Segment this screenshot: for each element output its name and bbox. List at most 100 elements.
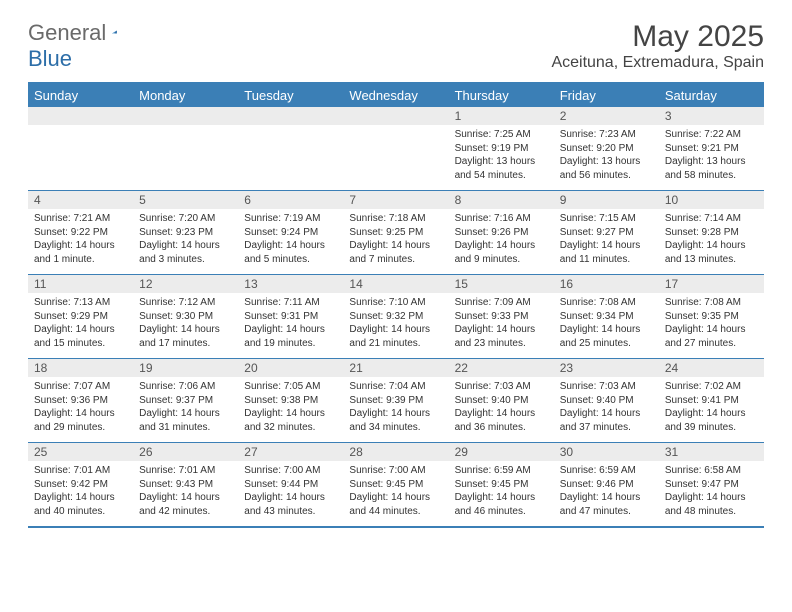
day-details: Sunrise: 7:08 AMSunset: 9:35 PMDaylight:… [659,293,764,358]
week-row: 18Sunrise: 7:07 AMSunset: 9:36 PMDayligh… [28,359,764,443]
day-details [133,125,238,183]
day-details: Sunrise: 7:09 AMSunset: 9:33 PMDaylight:… [449,293,554,358]
day-detail-line: Sunset: 9:47 PM [665,478,758,492]
week-row: 25Sunrise: 7:01 AMSunset: 9:42 PMDayligh… [28,443,764,528]
day-details: Sunrise: 7:23 AMSunset: 9:20 PMDaylight:… [554,125,659,190]
day-detail-line: Sunset: 9:45 PM [455,478,548,492]
day-detail-line: Sunset: 9:40 PM [455,394,548,408]
day-header: Tuesday [238,84,343,107]
day-detail-line: Daylight: 14 hours and 29 minutes. [34,407,127,434]
day-detail-line: Sunset: 9:38 PM [244,394,337,408]
day-detail-line: Daylight: 14 hours and 3 minutes. [139,239,232,266]
day-details: Sunrise: 7:01 AMSunset: 9:43 PMDaylight:… [133,461,238,526]
day-number: 6 [238,191,343,209]
calendar-cell: 9Sunrise: 7:15 AMSunset: 9:27 PMDaylight… [554,191,659,274]
day-number: 19 [133,359,238,377]
day-details: Sunrise: 7:10 AMSunset: 9:32 PMDaylight:… [343,293,448,358]
day-details: Sunrise: 7:01 AMSunset: 9:42 PMDaylight:… [28,461,133,526]
day-detail-line: Daylight: 14 hours and 42 minutes. [139,491,232,518]
day-details: Sunrise: 7:00 AMSunset: 9:44 PMDaylight:… [238,461,343,526]
day-detail-line: Sunrise: 6:59 AM [560,464,653,478]
day-header: Friday [554,84,659,107]
calendar-cell: 19Sunrise: 7:06 AMSunset: 9:37 PMDayligh… [133,359,238,442]
day-details: Sunrise: 7:03 AMSunset: 9:40 PMDaylight:… [554,377,659,442]
day-detail-line: Sunset: 9:23 PM [139,226,232,240]
calendar-cell: 20Sunrise: 7:05 AMSunset: 9:38 PMDayligh… [238,359,343,442]
calendar-cell: 8Sunrise: 7:16 AMSunset: 9:26 PMDaylight… [449,191,554,274]
day-detail-line: Sunset: 9:45 PM [349,478,442,492]
day-number [28,107,133,125]
day-detail-line: Sunset: 9:24 PM [244,226,337,240]
calendar-cell [133,107,238,190]
day-details [343,125,448,183]
week-row: 4Sunrise: 7:21 AMSunset: 9:22 PMDaylight… [28,191,764,275]
day-detail-line: Sunset: 9:21 PM [665,142,758,156]
day-number: 21 [343,359,448,377]
day-details: Sunrise: 7:02 AMSunset: 9:41 PMDaylight:… [659,377,764,442]
calendar-cell: 22Sunrise: 7:03 AMSunset: 9:40 PMDayligh… [449,359,554,442]
calendar-cell: 30Sunrise: 6:59 AMSunset: 9:46 PMDayligh… [554,443,659,526]
day-number: 24 [659,359,764,377]
day-number: 22 [449,359,554,377]
day-header: Wednesday [343,84,448,107]
day-detail-line: Sunset: 9:32 PM [349,310,442,324]
day-number: 16 [554,275,659,293]
day-number: 9 [554,191,659,209]
day-number: 27 [238,443,343,461]
day-detail-line: Sunrise: 7:15 AM [560,212,653,226]
day-detail-line: Daylight: 14 hours and 25 minutes. [560,323,653,350]
day-detail-line: Sunset: 9:43 PM [139,478,232,492]
calendar-cell: 24Sunrise: 7:02 AMSunset: 9:41 PMDayligh… [659,359,764,442]
day-detail-line: Sunset: 9:27 PM [560,226,653,240]
day-detail-line: Daylight: 14 hours and 7 minutes. [349,239,442,266]
calendar: SundayMondayTuesdayWednesdayThursdayFrid… [28,82,764,528]
day-detail-line: Daylight: 14 hours and 36 minutes. [455,407,548,434]
day-detail-line: Sunset: 9:44 PM [244,478,337,492]
day-number: 23 [554,359,659,377]
day-details: Sunrise: 7:22 AMSunset: 9:21 PMDaylight:… [659,125,764,190]
day-number: 18 [28,359,133,377]
logo: General [28,20,140,46]
day-detail-line: Sunset: 9:25 PM [349,226,442,240]
day-number: 28 [343,443,448,461]
day-detail-line: Sunrise: 7:00 AM [244,464,337,478]
day-number: 11 [28,275,133,293]
week-row: 11Sunrise: 7:13 AMSunset: 9:29 PMDayligh… [28,275,764,359]
day-detail-line: Sunset: 9:39 PM [349,394,442,408]
calendar-cell: 28Sunrise: 7:00 AMSunset: 9:45 PMDayligh… [343,443,448,526]
day-number: 12 [133,275,238,293]
day-number: 14 [343,275,448,293]
day-details: Sunrise: 7:21 AMSunset: 9:22 PMDaylight:… [28,209,133,274]
day-detail-line: Daylight: 14 hours and 17 minutes. [139,323,232,350]
day-number: 3 [659,107,764,125]
day-detail-line: Sunset: 9:40 PM [560,394,653,408]
calendar-cell: 16Sunrise: 7:08 AMSunset: 9:34 PMDayligh… [554,275,659,358]
day-detail-line: Sunset: 9:36 PM [34,394,127,408]
day-number: 10 [659,191,764,209]
calendar-cell: 15Sunrise: 7:09 AMSunset: 9:33 PMDayligh… [449,275,554,358]
week-row: 1Sunrise: 7:25 AMSunset: 9:19 PMDaylight… [28,107,764,191]
day-number: 20 [238,359,343,377]
day-detail-line: Sunset: 9:41 PM [665,394,758,408]
day-details: Sunrise: 7:13 AMSunset: 9:29 PMDaylight:… [28,293,133,358]
day-details: Sunrise: 7:07 AMSunset: 9:36 PMDaylight:… [28,377,133,442]
day-details [28,125,133,183]
day-detail-line: Daylight: 14 hours and 37 minutes. [560,407,653,434]
calendar-cell: 23Sunrise: 7:03 AMSunset: 9:40 PMDayligh… [554,359,659,442]
day-detail-line: Sunset: 9:29 PM [34,310,127,324]
day-header-row: SundayMondayTuesdayWednesdayThursdayFrid… [28,84,764,107]
day-detail-line: Sunrise: 7:23 AM [560,128,653,142]
calendar-cell: 31Sunrise: 6:58 AMSunset: 9:47 PMDayligh… [659,443,764,526]
day-number: 29 [449,443,554,461]
day-detail-line: Daylight: 14 hours and 47 minutes. [560,491,653,518]
day-header: Monday [133,84,238,107]
weeks-container: 1Sunrise: 7:25 AMSunset: 9:19 PMDaylight… [28,107,764,528]
calendar-cell: 17Sunrise: 7:08 AMSunset: 9:35 PMDayligh… [659,275,764,358]
day-detail-line: Daylight: 14 hours and 1 minute. [34,239,127,266]
day-number: 7 [343,191,448,209]
day-detail-line: Sunrise: 7:25 AM [455,128,548,142]
day-detail-line: Sunset: 9:28 PM [665,226,758,240]
day-details: Sunrise: 7:12 AMSunset: 9:30 PMDaylight:… [133,293,238,358]
logo-text-general: General [28,20,106,46]
day-detail-line: Sunrise: 7:00 AM [349,464,442,478]
